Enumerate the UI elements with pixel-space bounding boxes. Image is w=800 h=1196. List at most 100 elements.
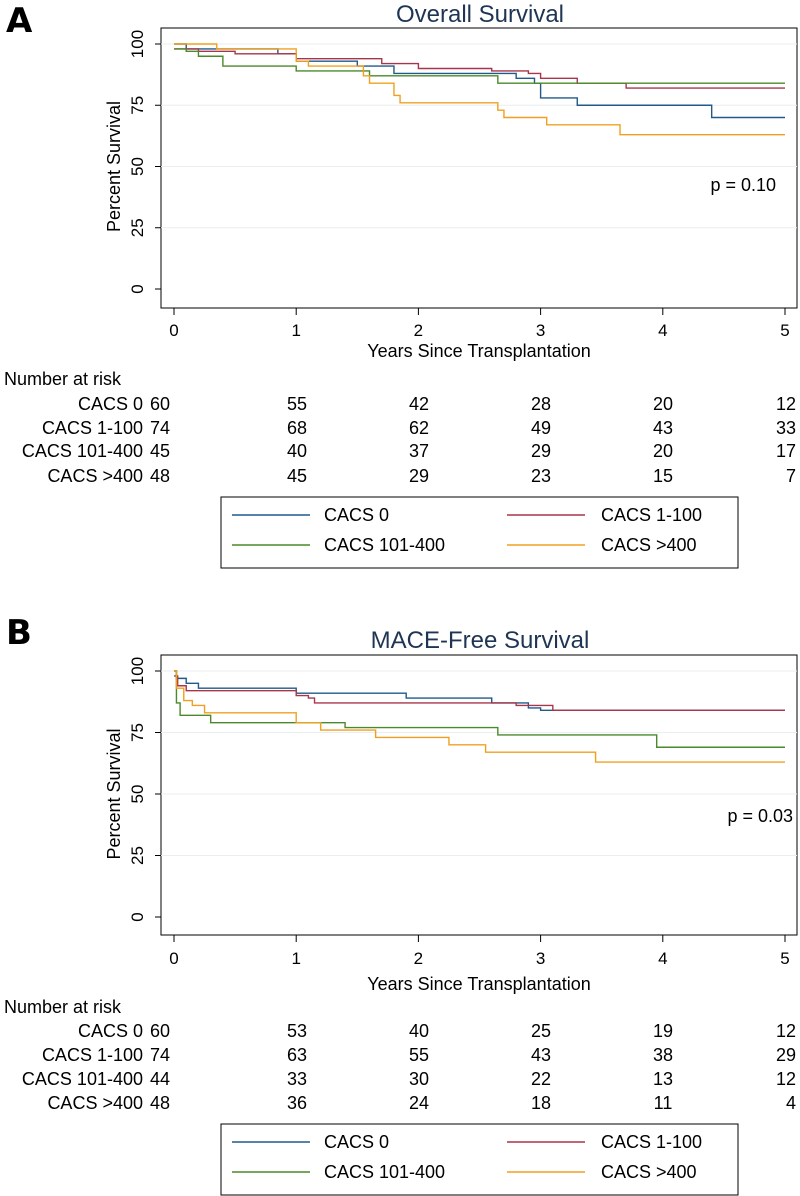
y-tick-label: 75 — [128, 96, 147, 115]
p-value-annotation: p = 0.03 — [727, 806, 793, 826]
risk-count: 43 — [653, 418, 673, 438]
x-tick-label: 5 — [780, 949, 789, 968]
y-tick-label: 75 — [128, 723, 147, 742]
x-tick-label: 2 — [414, 949, 423, 968]
risk-count: 17 — [776, 441, 796, 461]
risk-row-label: CACS 101-400 — [22, 1069, 143, 1089]
risk-count: 4 — [786, 1093, 796, 1113]
survival-curve-cacs-400 — [174, 670, 785, 763]
x-tick-label: 4 — [658, 321, 667, 340]
risk-count: 40 — [409, 1021, 429, 1041]
y-tick-label: 100 — [128, 657, 147, 685]
chart-title: Overall Survival — [396, 1, 564, 28]
legend-box — [220, 496, 739, 569]
legend-box — [220, 1123, 739, 1196]
risk-count: 33 — [287, 1069, 307, 1089]
risk-count: 20 — [653, 394, 673, 414]
risk-count: 20 — [653, 441, 673, 461]
risk-count: 12 — [776, 1069, 796, 1089]
x-tick-label: 0 — [169, 949, 178, 968]
y-axis-title: Percent Survival — [104, 728, 124, 859]
legend-label: CACS >400 — [601, 1162, 697, 1182]
risk-row-label: CACS 1-100 — [42, 1045, 143, 1065]
risk-count: 28 — [531, 394, 551, 414]
risk-table-header: Number at risk — [4, 997, 122, 1017]
y-tick-label: 25 — [128, 846, 147, 865]
x-tick-label: 1 — [291, 949, 300, 968]
x-tick-label: 5 — [780, 321, 789, 340]
x-tick-label: 1 — [291, 321, 300, 340]
panel-a: A Overall Survival 0 25 50 75 100 0 1 2 3 4 5 Years S… — [4, 1, 798, 569]
risk-count: 63 — [287, 1045, 307, 1065]
risk-row-label: CACS 0 — [78, 1021, 143, 1041]
plot-area — [160, 654, 798, 936]
risk-count: 37 — [409, 441, 429, 461]
legend-label: CACS 0 — [324, 505, 389, 525]
risk-count: 55 — [287, 394, 307, 414]
legend-label: CACS 101-400 — [324, 535, 445, 555]
y-tick-label: 100 — [128, 30, 147, 58]
risk-count: 60 — [150, 1021, 170, 1041]
survival-curve-cacs-400 — [174, 43, 785, 136]
risk-count: 48 — [150, 466, 170, 486]
risk-count: 24 — [409, 1093, 429, 1113]
legend-label: CACS 1-100 — [601, 505, 702, 525]
legend-label: CACS >400 — [601, 535, 697, 555]
panel-letter: A — [6, 1, 33, 41]
panel-b: B MACE-Free Survival 0 25 50 75 100 0 1 2 3 4 5 Years… — [0, 598, 800, 1196]
legend-label: CACS 0 — [324, 1132, 389, 1152]
risk-count: 12 — [776, 394, 796, 414]
risk-count: 38 — [653, 1045, 673, 1065]
x-tick-label: 3 — [536, 321, 545, 340]
risk-count: 18 — [531, 1093, 551, 1113]
risk-count: 44 — [150, 1069, 170, 1089]
risk-count: 49 — [531, 418, 551, 438]
risk-count: 60 — [150, 394, 170, 414]
risk-count: 74 — [150, 1045, 170, 1065]
risk-count: 53 — [287, 1021, 307, 1041]
chart-title: MACE-Free Survival — [371, 627, 590, 654]
risk-count: 55 — [409, 1045, 429, 1065]
survival-curve-cacs-101-400 — [174, 48, 785, 84]
risk-count: 29 — [531, 441, 551, 461]
y-axis-title: Percent Survival — [104, 101, 124, 232]
risk-row-label: CACS 0 — [78, 394, 143, 414]
risk-count: 7 — [786, 466, 796, 486]
risk-count: 12 — [776, 1021, 796, 1041]
x-tick-label: 0 — [169, 321, 178, 340]
risk-count: 42 — [409, 394, 429, 414]
risk-count: 25 — [531, 1021, 551, 1041]
y-tick-label: 50 — [128, 157, 147, 176]
x-tick-label: 3 — [536, 949, 545, 968]
risk-row-label: CACS 1-100 — [42, 418, 143, 438]
risk-count: 29 — [409, 466, 429, 486]
risk-count: 36 — [287, 1093, 307, 1113]
risk-count: 15 — [653, 466, 673, 486]
p-value-annotation: p = 0.10 — [710, 175, 776, 195]
legend-label: CACS 101-400 — [324, 1162, 445, 1182]
risk-count: 43 — [531, 1045, 551, 1065]
risk-row-label: CACS >400 — [47, 466, 143, 486]
x-tick-label: 4 — [658, 949, 667, 968]
risk-count: 48 — [150, 1093, 170, 1113]
risk-count: 74 — [150, 418, 170, 438]
risk-count: 45 — [287, 466, 307, 486]
risk-table-header: Number at risk — [4, 369, 122, 389]
risk-count: 11 — [654, 1093, 673, 1113]
risk-row-label: CACS 101-400 — [22, 441, 143, 461]
risk-count: 30 — [409, 1069, 429, 1089]
risk-count: 45 — [150, 441, 170, 461]
risk-count: 29 — [776, 1045, 796, 1065]
risk-row-label: CACS >400 — [47, 1093, 143, 1113]
y-tick-label: 50 — [128, 785, 147, 804]
risk-count: 68 — [287, 418, 307, 438]
legend-label: CACS 1-100 — [601, 1132, 702, 1152]
survival-curve-cacs-101-400 — [174, 670, 785, 748]
risk-count: 40 — [287, 441, 307, 461]
plot-area — [160, 27, 798, 309]
risk-count: 22 — [531, 1069, 551, 1089]
x-axis-title: Years Since Transplantation — [367, 341, 590, 361]
risk-count: 33 — [776, 418, 796, 438]
